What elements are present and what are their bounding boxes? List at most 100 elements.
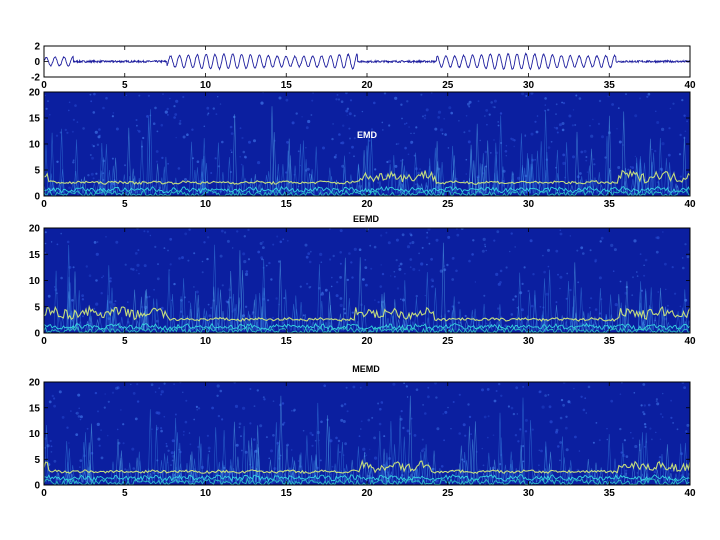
spectrum-speck: [76, 121, 79, 123]
spectrum-speck: [686, 255, 690, 259]
y-tick-label: 15: [29, 250, 41, 261]
spectrum-speck: [132, 392, 136, 395]
spectrum-speck: [655, 236, 658, 239]
spectrum-spike: [623, 167, 628, 194]
spectrum-speck: [632, 276, 634, 279]
spectrum-speck: [564, 426, 568, 430]
spectrum-speck: [272, 434, 275, 437]
spectrum-speck: [406, 100, 409, 103]
spectrum-speck: [654, 149, 657, 153]
spectrum-speck: [425, 236, 429, 239]
spectrum-speck: [497, 124, 500, 127]
y-tick-label: 5: [34, 302, 40, 313]
spectrum-speck: [589, 249, 592, 252]
spectrum-spike: [148, 109, 153, 194]
spectrum-speck: [91, 156, 94, 160]
spectrum-spike: [335, 444, 341, 483]
spectrum-spike: [66, 471, 71, 483]
spectrum-spike: [60, 169, 65, 194]
spectrum-speck: [535, 130, 539, 134]
spectrum-spike: [422, 451, 427, 483]
spectrum-speck: [639, 253, 642, 256]
y-tick-label: -2: [31, 73, 40, 84]
spectrum-spike: [56, 313, 62, 331]
spectrum-spike: [260, 287, 266, 331]
spectrum-speck: [115, 386, 119, 390]
spectrum-speck: [462, 180, 466, 183]
spectrum-spike: [457, 309, 463, 331]
spectrum-speck: [142, 136, 145, 140]
spectrum-speck: [72, 266, 75, 269]
spectrum-speck: [412, 267, 416, 271]
spectrum-spike: [356, 163, 361, 194]
spectrum-spike: [110, 461, 116, 483]
spectrum-speck: [192, 157, 194, 160]
spectrum-speck: [550, 140, 553, 143]
spectrum-spike: [492, 459, 497, 483]
spectrum-speck: [367, 418, 371, 422]
spectrum-spike: [651, 152, 656, 194]
spectrum-speck: [187, 259, 190, 262]
spectrum-speck: [71, 130, 74, 133]
spectrum-speck: [655, 110, 657, 113]
spectrum-speck: [309, 250, 312, 253]
spectrum-speck: [556, 131, 559, 134]
spectrum-speck: [572, 109, 575, 111]
spectrum-speck: [644, 258, 648, 262]
spectrum-speck: [381, 402, 383, 404]
spectrum-speck: [351, 311, 354, 314]
spectrum-speck: [671, 266, 674, 269]
spectrum-speck: [439, 269, 443, 273]
spectrum-speck: [238, 422, 242, 426]
spectrum-speck: [262, 246, 265, 250]
spectrum-speck: [474, 281, 477, 283]
spectrum-speck: [643, 412, 646, 416]
spectrum-speck: [482, 237, 486, 241]
spectrum-speck: [510, 137, 513, 140]
spectrum-speck: [120, 409, 122, 411]
spectrum-spike: [202, 308, 207, 331]
spectrum-spike: [104, 144, 109, 194]
spectrum-speck: [174, 413, 177, 416]
x-tick-label: 25: [442, 488, 454, 499]
spectrum-speck: [655, 431, 657, 434]
spectrum-speck: [465, 158, 468, 161]
spectrum-speck: [616, 128, 618, 130]
spectrum-spike: [285, 150, 291, 194]
spectrum-speck: [658, 456, 662, 459]
spectrum-speck: [497, 282, 501, 286]
spectrum-speck: [490, 101, 494, 104]
x-tick-label: 10: [200, 336, 212, 347]
spectrum-spike: [175, 432, 180, 483]
spectrum-spike: [612, 458, 618, 483]
spectrum-speck: [221, 229, 224, 233]
y-tick-label: 0: [34, 329, 40, 340]
spectrum-spike: [675, 311, 681, 331]
spectrum-speck: [395, 143, 398, 145]
spectrum-spike: [404, 171, 410, 194]
spectrum-speck: [415, 294, 418, 298]
spectrum-speck: [427, 386, 430, 389]
spectrum-speck: [70, 410, 72, 412]
spectrum-speck: [373, 436, 376, 440]
spectrum-spike: [426, 462, 431, 483]
spectrum-speck: [351, 276, 354, 279]
spectrum-speck: [458, 432, 462, 435]
spectrum-speck: [308, 286, 311, 289]
spectrum-speck: [51, 394, 54, 398]
spectrum-speck: [589, 306, 591, 309]
spectrum-spike: [139, 140, 145, 194]
spectrum-spike: [486, 452, 492, 483]
spectrum-spike: [570, 306, 576, 331]
spectrum-spike: [148, 409, 153, 483]
spectrum-speck: [92, 177, 95, 180]
spectrum-spike: [497, 412, 503, 483]
spectrum-speck: [267, 299, 270, 302]
spectrum-speck: [238, 426, 241, 429]
spectrum-speck: [447, 406, 449, 409]
spectrum-spike: [303, 314, 308, 331]
spectrum-spike: [256, 184, 262, 194]
spectrum-speck: [555, 430, 558, 434]
spectrum-speck: [230, 171, 232, 173]
spectrum-speck: [339, 451, 341, 454]
